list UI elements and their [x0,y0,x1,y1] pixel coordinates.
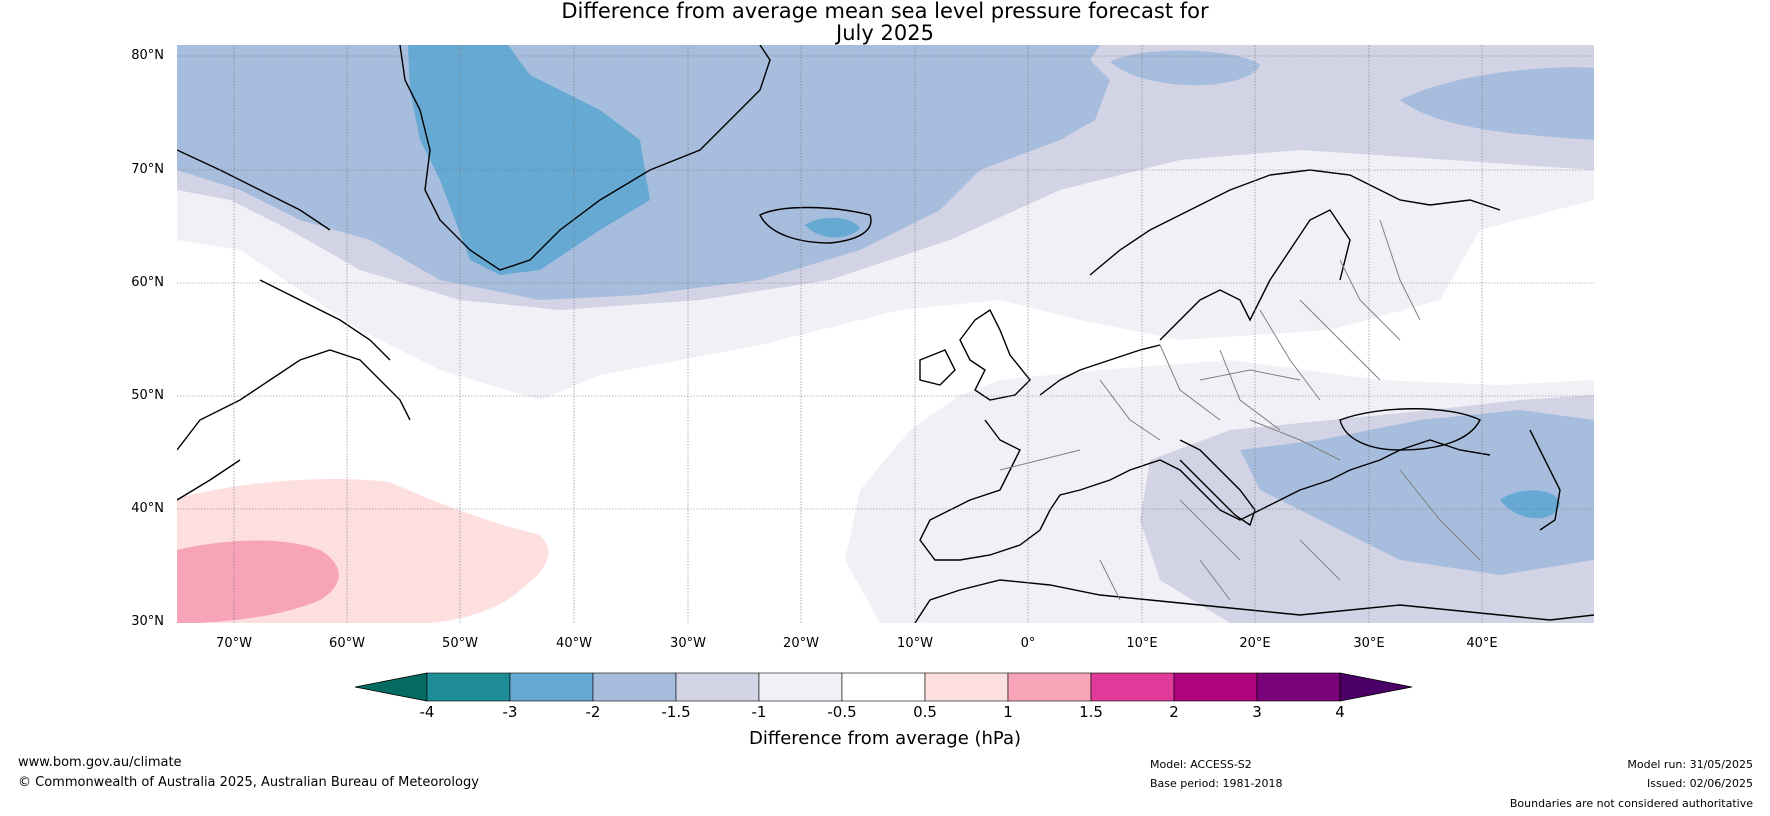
map-title-line-2: July 2025 [836,21,934,45]
footer-website: www.bom.gov.au/climate [18,755,182,770]
colorbar-over-arrow [1339,672,1413,702]
lon-label-20w: 20°W [783,636,819,651]
lat-label-50n: 50°N [131,388,164,403]
colorbar-segment [1090,672,1175,702]
north-america-coastline [177,279,411,501]
footer-base-period: Base period: 1981-2018 [1150,777,1283,790]
colorbar-segment [1007,672,1092,702]
map-title-line-1: Difference from average mean sea level p… [561,0,1209,23]
anomaly-region-iceland [805,217,860,238]
baffin-coastline [177,149,331,231]
colorbar-segment [509,672,594,702]
lon-label-10e: 10°E [1126,636,1158,651]
footer-model: Model: ACCESS-S2 [1150,758,1252,771]
scandinavia-coastline [1089,169,1501,341]
anomaly-region-barents [1400,67,1594,140]
anomaly-region-svalbard [1110,50,1260,86]
lon-label-60w: 60°W [329,636,365,651]
anomaly-region-greenland-core [408,45,650,275]
colorbar-segment [592,672,677,702]
greenland-coastline [399,45,771,271]
iceland-coastline [759,206,872,244]
colorbar-tick-label: 2 [1169,703,1179,721]
lat-label-70n: 70°N [131,162,164,177]
lon-label-50w: 50°W [442,636,478,651]
colorbar-under-arrow [354,672,428,702]
africa-coastline [914,579,1594,623]
colorbar-tick-label: -1.5 [661,703,691,721]
lon-label-20e: 20°E [1239,636,1271,651]
colorbar-tick-label: -3 [502,703,518,721]
lat-label-80n: 80°N [131,48,164,63]
british-isles-coastline [919,308,1031,401]
colorbar-tick-label: 1.5 [1079,703,1103,721]
lon-label-10w: 10°W [897,636,933,651]
colorbar [354,672,1413,702]
footer-model-run: Model run: 31/05/2025 [1627,758,1753,771]
colorbar-title: Difference from average (hPa) [748,728,1022,749]
colorbar-tick-label: 0.5 [913,703,937,721]
colorbar-segment [1173,672,1258,702]
colorbar-segment [841,672,926,702]
footer-issued: Issued: 02/06/2025 [1646,777,1753,790]
europe-coastline [919,344,1491,561]
lat-label-40n: 40°N [131,501,164,516]
colorbar-tick-label: 1 [1003,703,1013,721]
colorbar-tick-label: -4 [419,703,435,721]
lat-label-30n: 30°N [131,614,164,629]
colorbar-tick-label: -1 [751,703,767,721]
coastline-layer [177,45,1594,623]
footer-copyright: © Commonwealth of Australia 2025, Austra… [18,775,479,790]
anomaly-region-caucasus [1500,490,1560,519]
colorbar-segment [426,672,511,702]
caspian-coastline [1529,429,1561,531]
colorbar-segment [758,672,843,702]
colorbar-tick-label: 4 [1335,703,1345,721]
colorbar-tick-label: -0.5 [827,703,857,721]
anomaly-region-caspian [1240,410,1594,575]
italy-coastline [1179,439,1256,527]
footer-disclaimer: Boundaries are not considered authoritat… [1509,797,1753,810]
lon-label-70w: 70°W [216,636,252,651]
border-layer [999,219,1481,601]
colorbar-segment [924,672,1009,702]
lon-label-40w: 40°W [556,636,592,651]
anomaly-region-atlantic-core [177,540,339,623]
pressure-anomaly-layer [177,45,1594,623]
graticule [177,45,1594,623]
black-sea-coastline [1339,408,1481,451]
colorbar-segment [675,672,760,702]
lat-label-60n: 60°N [131,275,164,290]
colorbar-segment [1256,672,1341,702]
colorbar-tick-label: -2 [585,703,601,721]
lon-label-0: 0° [1020,636,1036,651]
colorbar-tick-label: 3 [1252,703,1262,721]
lon-label-40e: 40°E [1466,636,1498,651]
lon-label-30e: 30°E [1353,636,1385,651]
lon-label-30w: 30°W [670,636,706,651]
